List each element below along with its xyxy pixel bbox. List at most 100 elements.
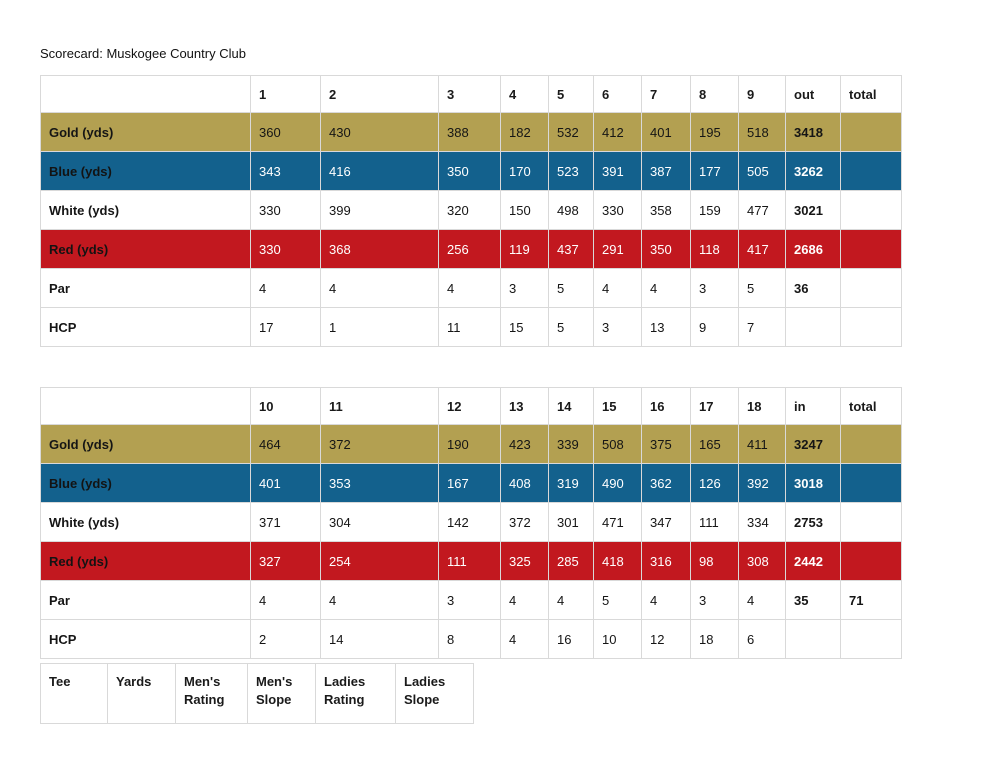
hole-cell: 339: [548, 424, 594, 464]
hole-cell: 437: [548, 229, 594, 269]
hole-cell: 4: [738, 580, 786, 620]
column-header-5: 5: [548, 75, 594, 113]
hole-cell: 320: [438, 190, 501, 230]
hole-cell: 347: [641, 502, 691, 542]
row-label: Red (yds): [40, 229, 251, 269]
subtotal-cell: 3247: [785, 424, 841, 464]
total-cell: 71: [840, 580, 902, 620]
hole-cell: 9: [690, 307, 739, 347]
hole-cell: 387: [641, 151, 691, 191]
hole-cell: 126: [690, 463, 739, 503]
row-label: Red (yds): [40, 541, 251, 581]
hole-cell: 532: [548, 112, 594, 152]
row-red-yds: Red (yds) 327 254 111 325 285 418 316 98 308 2442: [40, 541, 902, 581]
column-header-10: 10: [250, 387, 321, 425]
hole-cell: 159: [690, 190, 739, 230]
hole-cell: 18: [690, 619, 739, 659]
total-cell: [840, 424, 902, 464]
hole-cell: 498: [548, 190, 594, 230]
hole-cell: 111: [690, 502, 739, 542]
hole-cell: 430: [320, 112, 439, 152]
hole-cell: 372: [500, 502, 549, 542]
hole-cell: 195: [690, 112, 739, 152]
row-label: Gold (yds): [40, 424, 251, 464]
hole-cell: 401: [641, 112, 691, 152]
column-header-empty: [40, 387, 251, 425]
row-white-yds: White (yds) 330 399 320 150 498 330 358 159 477 30…: [40, 190, 902, 230]
column-header-tee: Tee: [40, 663, 108, 724]
row-label: Blue (yds): [40, 463, 251, 503]
row-hcp: HCP 17 1 11 15 5 3 13 9 7: [40, 307, 902, 347]
hole-cell: 319: [548, 463, 594, 503]
hole-cell: 523: [548, 151, 594, 191]
total-cell: [840, 229, 902, 269]
hole-cell: 11: [438, 307, 501, 347]
column-header-ladies-slope: Ladies Slope: [395, 663, 474, 724]
hole-cell: 391: [593, 151, 642, 191]
hole-cell: 371: [250, 502, 321, 542]
total-cell: [840, 268, 902, 308]
hole-cell: 5: [738, 268, 786, 308]
hole-cell: 330: [250, 229, 321, 269]
hole-cell: 4: [641, 268, 691, 308]
hole-cell: 4: [641, 580, 691, 620]
hole-cell: 5: [548, 307, 594, 347]
hole-cell: 316: [641, 541, 691, 581]
column-header-18: 18: [738, 387, 786, 425]
hole-cell: 285: [548, 541, 594, 581]
hole-cell: 3: [438, 580, 501, 620]
row-hcp: HCP 2 14 8 4 16 10 12 18 6: [40, 619, 902, 659]
column-header-total: total: [840, 75, 902, 113]
total-cell: [840, 112, 902, 152]
hole-cell: 98: [690, 541, 739, 581]
hole-cell: 375: [641, 424, 691, 464]
row-label: Gold (yds): [40, 112, 251, 152]
row-label: White (yds): [40, 190, 251, 230]
hole-cell: 6: [738, 619, 786, 659]
column-header-ladies-rating: Ladies Rating: [315, 663, 396, 724]
column-header-6: 6: [593, 75, 642, 113]
hole-cell: 334: [738, 502, 786, 542]
hole-cell: 5: [548, 268, 594, 308]
hole-cell: 412: [593, 112, 642, 152]
hole-cell: 3: [593, 307, 642, 347]
hole-cell: 7: [738, 307, 786, 347]
hole-cell: 417: [738, 229, 786, 269]
column-header-yards: Yards: [107, 663, 176, 724]
hole-cell: 343: [250, 151, 321, 191]
subtotal-cell: 3021: [785, 190, 841, 230]
hole-cell: 360: [250, 112, 321, 152]
column-header-12: 12: [438, 387, 501, 425]
hole-cell: 518: [738, 112, 786, 152]
hole-cell: 464: [250, 424, 321, 464]
hole-cell: 190: [438, 424, 501, 464]
row-label: White (yds): [40, 502, 251, 542]
hole-cell: 4: [320, 268, 439, 308]
hole-cell: 291: [593, 229, 642, 269]
subtotal-cell: 3262: [785, 151, 841, 191]
hole-cell: 399: [320, 190, 439, 230]
hole-cell: 167: [438, 463, 501, 503]
tee-header-row: Tee Yards Men's Rating Men's Slope Ladie…: [40, 663, 474, 724]
hole-cell: 182: [500, 112, 549, 152]
subtotal-cell: 2686: [785, 229, 841, 269]
column-header-11: 11: [320, 387, 439, 425]
subtotal-cell: [785, 307, 841, 347]
subtotal-cell: [785, 619, 841, 659]
total-cell: [840, 541, 902, 581]
hole-cell: 8: [438, 619, 501, 659]
column-header-mens-slope: Men's Slope: [247, 663, 316, 724]
hole-cell: 4: [500, 580, 549, 620]
hole-cell: 401: [250, 463, 321, 503]
hole-cell: 4: [438, 268, 501, 308]
column-header-16: 16: [641, 387, 691, 425]
hole-cell: 505: [738, 151, 786, 191]
subtotal-cell: 3018: [785, 463, 841, 503]
hole-cell: 119: [500, 229, 549, 269]
hole-cell: 165: [690, 424, 739, 464]
page-title: Scorecard: Muskogee Country Club: [40, 46, 246, 61]
total-cell: [840, 502, 902, 542]
hole-cell: 423: [500, 424, 549, 464]
row-gold-yds: Gold (yds) 464 372 190 423 339 508 375 165 411 324…: [40, 424, 902, 464]
column-header-2: 2: [320, 75, 439, 113]
